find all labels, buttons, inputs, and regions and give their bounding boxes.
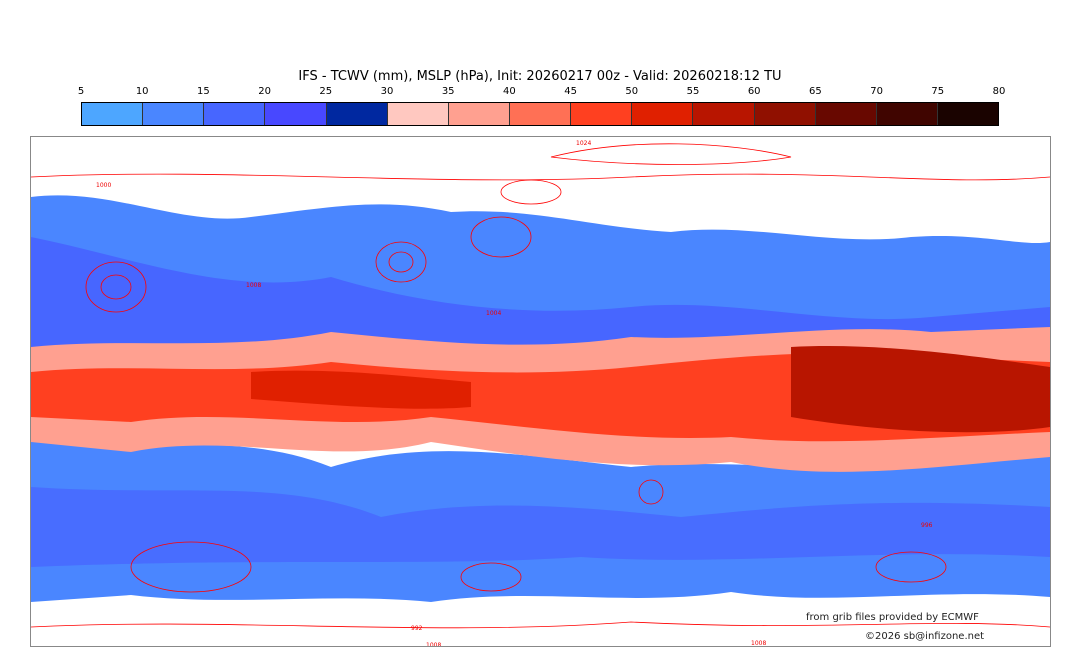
svg-text:996: 996 bbox=[921, 522, 933, 529]
weather-map: 1024 1000 1008 1004 996 992 1008 1008 bbox=[30, 136, 1051, 647]
svg-text:1004: 1004 bbox=[486, 310, 501, 317]
colorbar-tick: 30 bbox=[380, 86, 394, 97]
svg-text:1008: 1008 bbox=[246, 282, 261, 289]
colorbar-tick: 45 bbox=[564, 86, 577, 97]
colorbar-tick: 40 bbox=[503, 86, 516, 97]
svg-text:1008: 1008 bbox=[751, 640, 766, 646]
colorbar-ticks: 5 10 15 20 25 30 35 40 45 50 55 60 65 70 75 80 bbox=[77, 86, 1006, 98]
colorbar-segment bbox=[387, 103, 449, 125]
colorbar-tick: 25 bbox=[319, 86, 333, 97]
colorbar-tick: 70 bbox=[870, 86, 883, 97]
copyright-credit: ©2026 sb@infizone.net bbox=[865, 631, 985, 642]
colorbar-tick: 80 bbox=[992, 86, 1006, 97]
colorbar-tick: 50 bbox=[625, 86, 639, 97]
colorbar-segment bbox=[754, 103, 816, 125]
tcwv-field: 1024 1000 1008 1004 996 992 1008 1008 bbox=[31, 140, 1050, 646]
colorbar-tick: 60 bbox=[747, 86, 761, 97]
colorbar-segment bbox=[448, 103, 510, 125]
data-source-credit: from grib files provided by ECMWF bbox=[806, 612, 979, 623]
colorbar-tick: 15 bbox=[197, 86, 210, 97]
colorbar-tick: 65 bbox=[809, 86, 822, 97]
colorbar-tick: 20 bbox=[258, 86, 271, 97]
colorbar-segment bbox=[265, 103, 327, 125]
svg-text:1000: 1000 bbox=[96, 182, 111, 189]
colorbar-segment bbox=[82, 103, 144, 125]
colorbar-segment bbox=[632, 103, 694, 125]
tropical-max bbox=[791, 346, 1050, 433]
isobars bbox=[31, 143, 1050, 629]
colorbar-tick: 55 bbox=[686, 86, 700, 97]
tropical-max-2 bbox=[251, 370, 471, 409]
svg-text:1024: 1024 bbox=[576, 140, 591, 147]
colorbar-segment bbox=[815, 103, 877, 125]
colorbar-segment bbox=[509, 103, 572, 125]
colorbar-tick: 5 bbox=[77, 86, 85, 97]
colorbar-segment bbox=[876, 103, 938, 125]
colorbar-segment bbox=[143, 103, 205, 125]
svg-text:1008: 1008 bbox=[426, 642, 441, 646]
colorbar-tick: 35 bbox=[441, 86, 455, 97]
svg-text:992: 992 bbox=[411, 625, 423, 632]
north-lightblue-band bbox=[31, 237, 1050, 355]
colorbar-tick: 10 bbox=[135, 86, 149, 97]
colorbar bbox=[81, 102, 999, 126]
colorbar-tick: 75 bbox=[931, 86, 945, 97]
colorbar-segment bbox=[693, 103, 755, 125]
isobar-labels: 1024 1000 1008 1004 996 992 1008 1008 bbox=[96, 140, 933, 646]
colorbar-segment bbox=[571, 103, 633, 125]
colorbar-segment bbox=[326, 103, 388, 125]
colorbar-segment bbox=[204, 103, 266, 125]
colorbar-segment bbox=[937, 103, 999, 125]
south-darkblue-band bbox=[31, 487, 1050, 567]
map-title: IFS - TCWV (mm), MSLP (hPa), Init: 20260… bbox=[298, 69, 782, 84]
